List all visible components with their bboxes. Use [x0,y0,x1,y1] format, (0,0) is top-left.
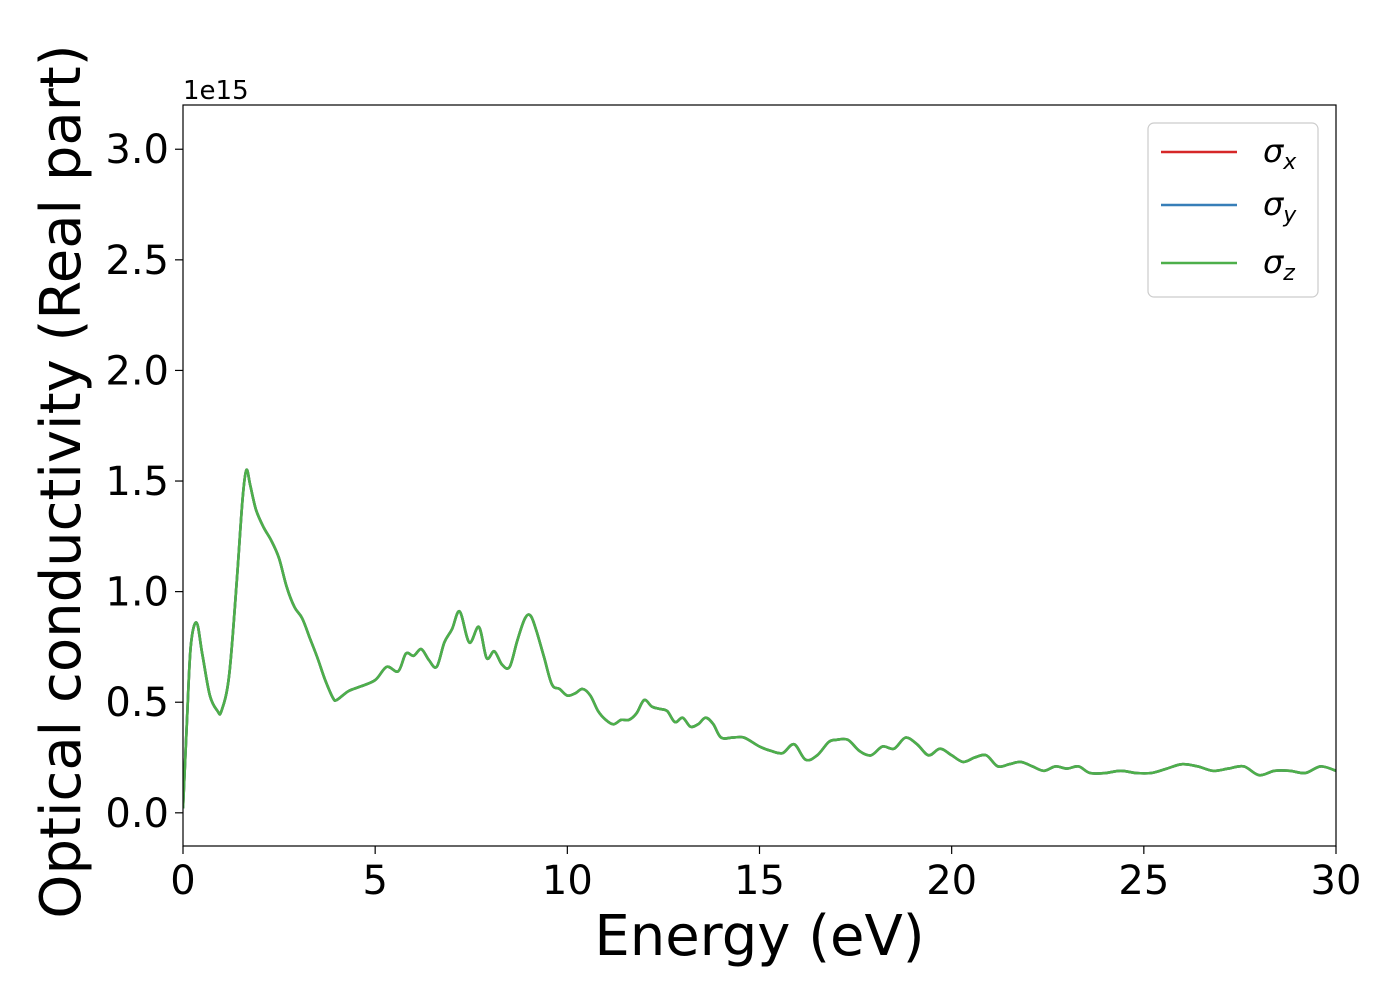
series-layer [183,468,1336,809]
x-tick-label: 5 [362,858,387,904]
x-tick-label: 25 [1118,858,1169,904]
y-axis-offset-label: 1e15 [183,76,249,106]
x-tick-label: 30 [1311,858,1362,904]
y-tick-label: 3.0 [105,127,169,173]
y-tick-label: 2.0 [105,348,169,394]
y-tick-label: 2.5 [105,238,169,284]
legend-box [1147,122,1319,298]
legend-label: σx [1263,132,1297,175]
legend-label: σy [1263,185,1297,228]
y-tick-label: 1.5 [105,459,169,505]
y-tick-label: 0.5 [105,680,169,726]
x-tick-label: 15 [734,858,785,904]
x-axis: 0 5 10 15 20 25 30 [170,846,1361,904]
y-axis: 0.0 0.5 1.0 1.5 2.0 2.5 3.0 [105,127,183,837]
x-tick-label: 20 [926,858,977,904]
legend: σx σy σz [1147,122,1319,298]
y-axis-label: Optical conductivity (Real part) [29,44,94,918]
x-axis-label: Energy (eV) [594,904,924,969]
x-tick-label: 0 [170,858,195,904]
y-tick-label: 1.0 [105,570,169,616]
y-tick-label: 0.0 [105,791,169,837]
legend-label: σz [1263,243,1295,286]
series-line-sigma-z [183,468,1336,809]
x-tick-label: 10 [542,858,593,904]
